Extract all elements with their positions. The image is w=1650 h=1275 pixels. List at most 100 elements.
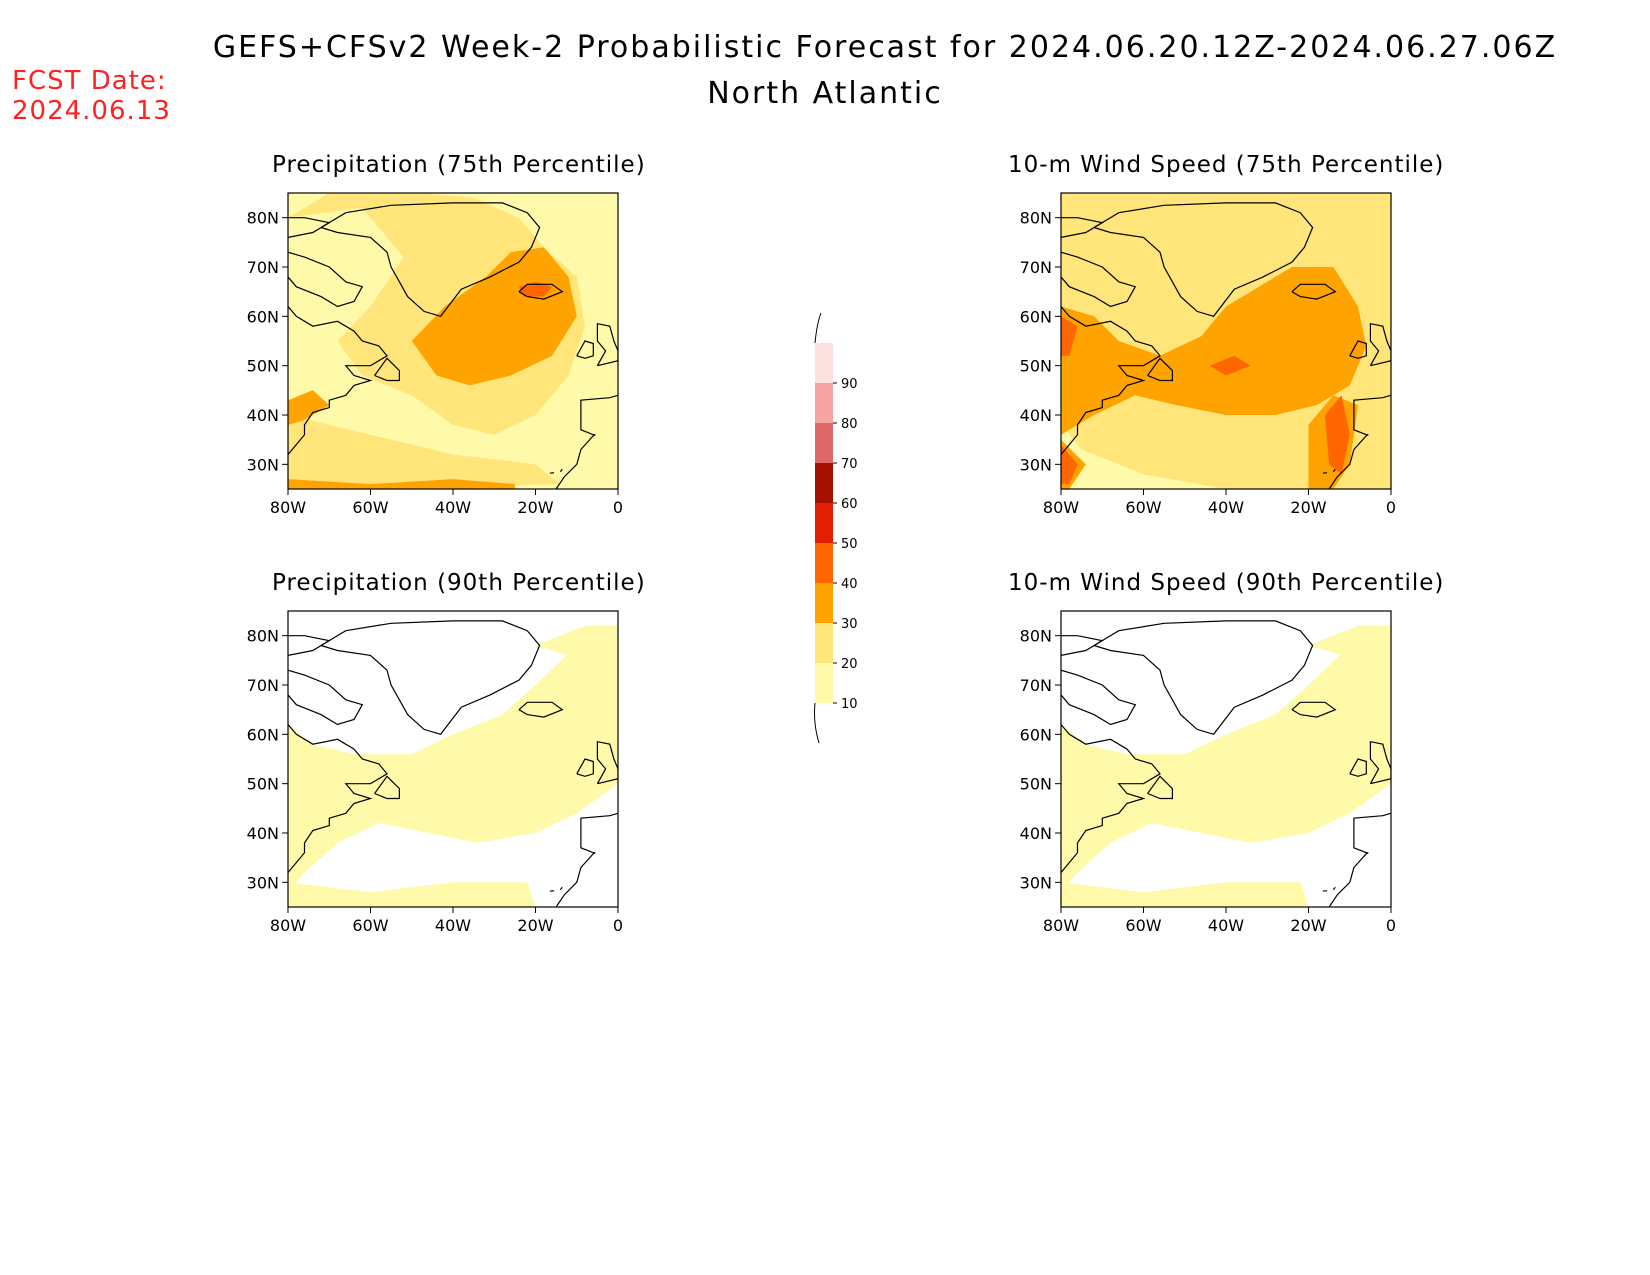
colorbar-swatch-4 (815, 503, 833, 543)
coastline-6 (1349, 758, 1367, 777)
map-wind75-lon-label-1: 60W (1125, 498, 1161, 517)
coastline-7 (1369, 322, 1391, 367)
map-precip75-lat-label-5: 30N (247, 455, 279, 474)
coastline-8 (1328, 394, 1391, 489)
coastline-9 (1322, 472, 1328, 474)
map-wind75-lon-label-0: 80W (1043, 498, 1079, 517)
map-precip90: 80N 70N 60N 50N 40N 30N 80W 60W 40W 20W 0 (247, 610, 623, 935)
panel-title-precip90: Precipitation (90th Percentile) (272, 570, 646, 596)
map-precip75-lat-label-2: 60N (247, 307, 279, 326)
colorbar-label-6: 70 (841, 457, 858, 472)
coastline-5 (518, 283, 564, 300)
map-wind90-shade-0 (1061, 635, 1391, 893)
map-precip75: 80N 70N 60N 50N 40N 30N 80W 60W 40W 20W 0 (247, 192, 623, 517)
coastline-5 (1291, 283, 1337, 300)
colorbar-swatch-3 (815, 543, 833, 583)
map-precip75-lat-label-1: 70N (247, 258, 279, 277)
map-precip90-field (288, 611, 618, 907)
map-precip75-shade-4 (288, 390, 330, 425)
map-wind90-lon-label-3: 20W (1290, 916, 1326, 935)
map-wind90-lon-label-2: 40W (1208, 916, 1244, 935)
map-wind90-lon-label-4: 0 (1386, 916, 1396, 935)
map-wind75-shade-6 (1325, 395, 1350, 475)
map-precip75-lon-label-1: 60W (352, 498, 388, 517)
map-precip90-lat-label-1: 70N (247, 676, 279, 695)
map-wind90-shade-2 (1308, 625, 1391, 656)
map-wind75-shade-5 (1209, 355, 1251, 376)
coastline-8 (1328, 812, 1391, 907)
coastline-5 (518, 701, 564, 718)
map-wind75-shade-8 (1061, 444, 1078, 485)
map-precip75-lon-label-3: 20W (517, 498, 553, 517)
coastline-2 (1061, 217, 1104, 238)
coastline-6 (1349, 340, 1367, 359)
coastline-0 (320, 620, 541, 735)
map-precip90-shade-1 (288, 882, 536, 907)
map-precip90-shade-2 (535, 625, 618, 656)
colorbar-label-1: 20 (841, 657, 858, 672)
colorbar-swatch-2 (815, 583, 833, 623)
coastline-3 (1061, 306, 1161, 455)
map-wind90-field (1061, 611, 1391, 907)
coastline-0 (320, 202, 541, 317)
map-precip90-shade-0 (288, 635, 618, 893)
colorbar-label-8: 90 (841, 377, 858, 392)
colorbar-swatch-0 (815, 663, 833, 703)
coastline-0 (1093, 202, 1314, 317)
coastline-7 (1369, 740, 1391, 785)
map-precip90-lat-label-3: 50N (247, 775, 279, 794)
map-precip75-lon-label-4: 0 (613, 498, 623, 517)
map-wind75-field (1061, 193, 1391, 489)
coastline-9 (549, 472, 555, 474)
map-precip90-lat-label-4: 40N (247, 824, 279, 843)
coastline-9 (1322, 890, 1328, 892)
coastline-4 (1147, 775, 1173, 800)
map-precip90-lon-label-0: 80W (270, 916, 306, 935)
map-precip75-field (288, 193, 618, 489)
fcst-date-value: 2024.06.13 (12, 96, 171, 126)
map-wind90: 80N 70N 60N 50N 40N 30N 80W 60W 40W 20W 0 (1020, 610, 1396, 935)
map-precip75-shade-2 (288, 415, 561, 489)
map-wind90-lat-label-4: 40N (1020, 824, 1052, 843)
map-wind90-lat-label-0: 80N (1020, 627, 1052, 646)
coastline-10 (559, 468, 563, 473)
colorbar-swatch-8 (815, 343, 833, 383)
map-wind75-lat-label-0: 80N (1020, 209, 1052, 228)
coastline-9 (549, 890, 555, 892)
coastline-4 (374, 775, 400, 800)
coastline-3 (288, 306, 388, 455)
coastline-2 (1061, 635, 1104, 656)
coastline-6 (576, 340, 594, 359)
map-wind90-lat-label-1: 70N (1020, 676, 1052, 695)
map-wind75-lat-label-4: 40N (1020, 406, 1052, 425)
map-precip75-lat-label-4: 40N (247, 406, 279, 425)
colorbar-label-4: 50 (841, 537, 858, 552)
panel-title-precip75: Precipitation (75th Percentile) (272, 152, 646, 178)
coastline-1 (1061, 251, 1137, 308)
map-precip75-lon-label-0: 80W (270, 498, 306, 517)
coastline-5 (1291, 701, 1337, 718)
map-wind75: 80N 70N 60N 50N 40N 30N 80W 60W 40W 20W 0 (1020, 192, 1396, 517)
coastline-4 (1147, 357, 1173, 382)
colorbar-top-tip (814, 312, 822, 344)
map-wind90-lat-label-3: 50N (1020, 775, 1052, 794)
coastline-2 (288, 217, 331, 238)
map-wind75-lon-label-3: 20W (1290, 498, 1326, 517)
map-precip90-lat-label-2: 60N (247, 725, 279, 744)
map-wind75-lat-label-3: 50N (1020, 357, 1052, 376)
coastline-7 (596, 740, 618, 785)
map-precip75-shade-5 (288, 479, 515, 489)
colorbar-label-7: 80 (841, 417, 858, 432)
map-precip90-lon-label-4: 0 (613, 916, 623, 935)
map-precip75-lat-label-0: 80N (247, 209, 279, 228)
map-precip90-lat-label-0: 80N (247, 627, 279, 646)
coastline-2 (288, 635, 331, 656)
map-wind75-shade-7 (1061, 316, 1078, 356)
colorbar-label-3: 40 (841, 577, 858, 592)
coastline-6 (576, 758, 594, 777)
panel-title-wind90: 10-m Wind Speed (90th Percentile) (1008, 570, 1445, 596)
colorbar-label-0: 10 (841, 697, 858, 712)
map-wind75-lat-label-5: 30N (1020, 455, 1052, 474)
coastline-3 (1061, 724, 1161, 873)
map-precip90-lon-label-2: 40W (435, 916, 471, 935)
